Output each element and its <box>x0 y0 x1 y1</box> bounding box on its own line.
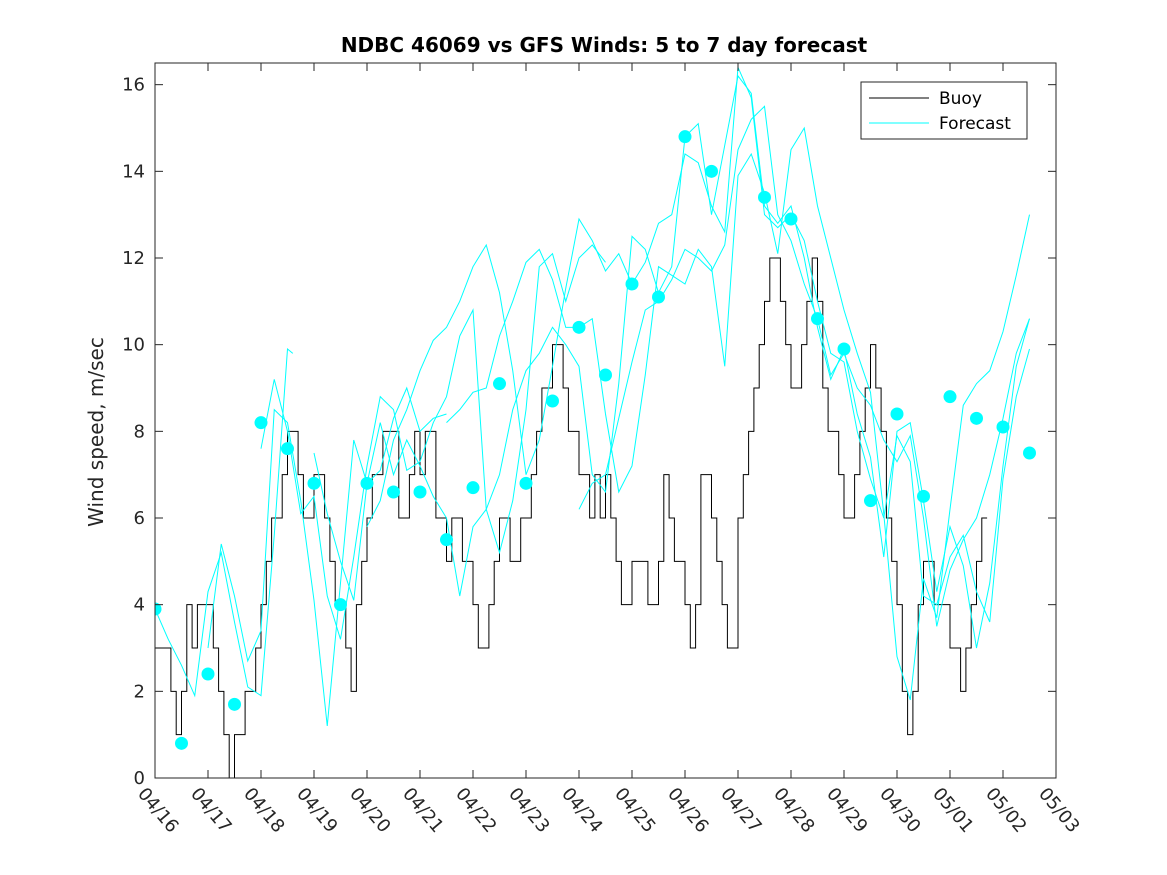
chart-title: NDBC 46069 vs GFS Winds: 5 to 7 day fore… <box>341 33 868 57</box>
buoy-line <box>155 257 988 778</box>
forecast-line-1 <box>155 348 294 698</box>
forecast-marker <box>334 598 347 612</box>
forecast-marker <box>440 533 453 547</box>
y-axis-label: Wind speed, m/sec <box>84 337 108 527</box>
legend-label-buoy: Buoy <box>939 89 982 109</box>
forecast-marker <box>493 377 506 391</box>
y-tick-label: 2 <box>134 681 145 702</box>
legend-box <box>860 81 1028 140</box>
forecast-line-7 <box>578 105 1030 627</box>
forecast-marker <box>155 602 162 616</box>
forecast-line-3 <box>260 244 606 640</box>
legend-label-forecast: Forecast <box>939 114 1011 134</box>
forecast-marker <box>705 164 718 178</box>
forecast-marker <box>519 476 533 490</box>
forecast-marker <box>625 277 639 291</box>
forecast-line-5 <box>366 67 1030 623</box>
forecast-marker <box>307 476 321 490</box>
forecast-marker <box>360 476 374 490</box>
forecast-marker <box>201 667 215 681</box>
plot-frame <box>154 62 1057 779</box>
forecast-marker <box>996 420 1010 434</box>
forecast-marker <box>387 485 400 499</box>
forecast-marker <box>175 736 188 750</box>
y-tick-label: 0 <box>134 768 145 789</box>
y-tick-label: 12 <box>122 248 145 269</box>
forecast-marker <box>572 320 586 334</box>
y-tick-label: 4 <box>134 595 145 616</box>
forecast-marker <box>864 494 877 508</box>
forecast-marker <box>970 411 983 425</box>
y-tick-label: 6 <box>134 508 145 529</box>
forecast-marker <box>811 312 824 326</box>
y-tick-label: 16 <box>122 75 145 96</box>
forecast-line-4 <box>313 74 1030 649</box>
forecast-marker <box>281 442 294 456</box>
forecast-marker <box>943 390 957 404</box>
forecast-marker <box>652 290 665 304</box>
forecast-marker <box>254 416 268 430</box>
y-tick-label: 10 <box>122 335 145 356</box>
forecast-marker <box>546 394 559 408</box>
forecast-marker <box>678 130 692 144</box>
forecast-line-2 <box>207 386 447 727</box>
y-axis: 0 2 4 6 8 10 12 14 16 <box>122 75 1056 789</box>
forecast-marker <box>466 481 480 495</box>
forecast-marker <box>784 212 798 226</box>
forecast-marker <box>413 485 427 499</box>
forecast-marker <box>228 697 241 711</box>
forecast-marker <box>837 342 851 356</box>
y-tick-label: 14 <box>122 161 145 182</box>
forecast-marker <box>599 368 612 382</box>
forecast-line-6 <box>446 126 1030 701</box>
forecast-marker <box>890 407 904 421</box>
forecast-marker <box>758 190 771 204</box>
forecast-marker <box>1023 446 1036 460</box>
forecast-marker <box>917 489 930 503</box>
legend: Buoy Forecast <box>860 81 1028 140</box>
y-tick-label: 8 <box>134 421 145 442</box>
